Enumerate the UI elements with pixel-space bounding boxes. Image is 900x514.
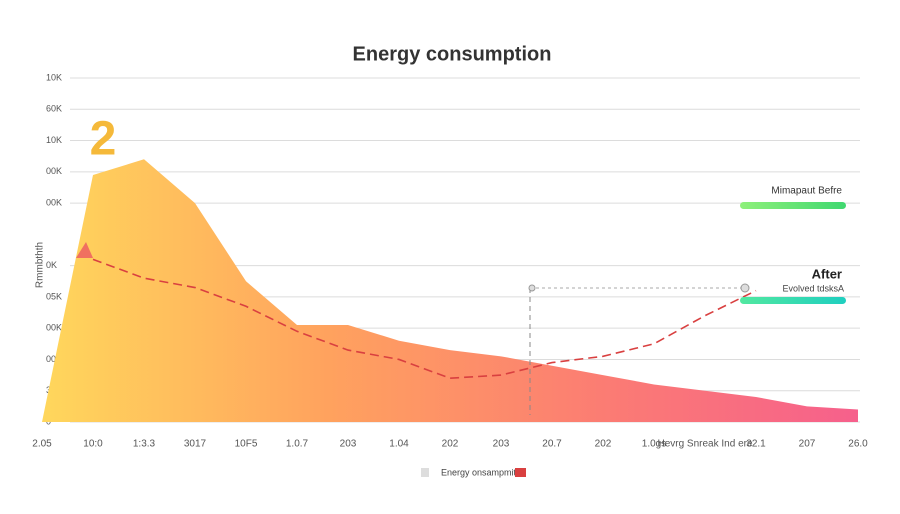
y-axis-label: Rmmbthth: [35, 242, 46, 288]
y-tick-label: 00K: [46, 323, 62, 333]
y-tick-label: 00K: [46, 354, 62, 364]
chart-title: Energy consumption: [353, 43, 552, 65]
line: [92, 258, 757, 380]
annotation: Mimapaut Befre: [771, 186, 842, 197]
legend-swatch: [515, 468, 526, 477]
y-tick-label: 10K: [46, 135, 62, 145]
annotation-bar: [740, 202, 846, 209]
legend-label: Energy onsampmit: [441, 467, 517, 477]
annotation-bar: [740, 297, 846, 304]
x-tick-label: 10F5: [235, 439, 258, 450]
x-tick-label: 202: [595, 439, 612, 450]
x-tick-label: 1.0gs: [642, 439, 666, 450]
x-tick-label: 1.0.7: [286, 439, 309, 450]
x-tick-label: 202: [442, 439, 459, 450]
dot: [528, 284, 536, 292]
annotation: Evolved tdsksA: [782, 283, 844, 293]
annotation: 2: [90, 113, 117, 166]
x-tick-label: 10:0: [83, 439, 103, 450]
marker: [76, 242, 93, 258]
x-tick-label: Hevrg Snreak Ind ere: [657, 439, 752, 450]
annotation: After: [812, 266, 842, 281]
legend-swatch: [421, 468, 429, 477]
x-tick-label: 1.04: [389, 439, 409, 450]
x-tick-label: 2.05: [32, 439, 52, 450]
x-tick-label: 1:3.3: [133, 439, 156, 450]
y-tick-label: 0K: [46, 260, 57, 270]
y-tick-label: 60K: [46, 104, 62, 114]
x-tick-label: 207: [799, 439, 816, 450]
x-tick-label: 3017: [184, 439, 207, 450]
area: [42, 159, 858, 423]
x-tick-label: 32.1: [746, 439, 766, 450]
dot: [740, 283, 750, 293]
x-tick-label: 203: [493, 439, 510, 450]
x-tick-label: 203: [340, 439, 357, 450]
y-tick-label: 00K: [46, 197, 62, 207]
x-tick-label: 20.7: [542, 439, 562, 450]
x-tick-label: 26.0: [848, 439, 868, 450]
y-tick-label: 10K: [46, 72, 62, 82]
y-tick-label: 00K: [46, 166, 62, 176]
y-tick-label: 05K: [46, 291, 62, 301]
